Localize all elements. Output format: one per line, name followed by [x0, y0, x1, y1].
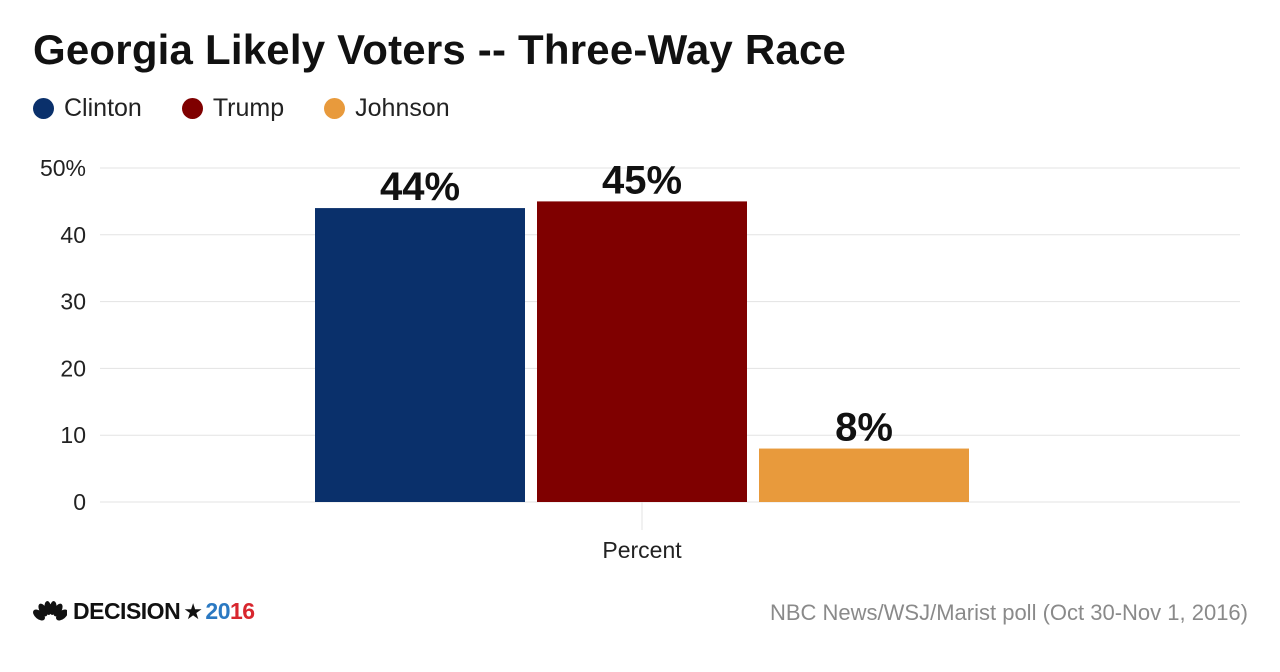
legend-label-clinton: Clinton	[64, 94, 142, 122]
y-tick-label: 20	[60, 355, 86, 381]
legend-label-johnson: Johnson	[355, 94, 450, 122]
data-label-johnson: 8%	[835, 406, 893, 450]
x-tick-label: Percent	[602, 537, 682, 563]
bar-clinton	[315, 208, 525, 502]
y-tick-label: 30	[60, 289, 86, 315]
legend: Clinton Trump Johnson	[33, 94, 490, 123]
logo-year-part-b: 16	[230, 598, 255, 624]
logo-year-part-a: 20	[205, 598, 231, 624]
legend-item-trump: Trump	[181, 94, 285, 123]
legend-label-trump: Trump	[212, 94, 285, 122]
legend-item-clinton: Clinton	[33, 94, 142, 123]
y-tick-label: 40	[60, 222, 86, 248]
decision-2016-logo: DECISION ★ 20 16	[33, 598, 255, 625]
data-label-trump: 45%	[602, 158, 682, 202]
legend-item-johnson: Johnson	[324, 94, 450, 123]
star-icon: ★	[183, 598, 203, 624]
logo-word: DECISION	[73, 598, 181, 624]
source-note: NBC News/WSJ/Marist poll (Oct 30-Nov 1, …	[769, 600, 1248, 625]
bar-chart: 0 10 20 30 40 50% Percent 44% 45% 8%	[40, 155, 1240, 563]
legend-swatch-johnson	[324, 98, 346, 119]
y-tick-label: 10	[60, 422, 86, 448]
y-tick-label: 50%	[40, 155, 86, 181]
chart-title: Georgia Likely Voters -- Three-Way Race	[33, 26, 847, 73]
data-label-clinton: 44%	[380, 165, 460, 209]
bar-johnson	[759, 448, 969, 502]
legend-swatch-clinton	[33, 98, 54, 119]
peacock-icon	[33, 600, 67, 620]
bar-trump	[537, 201, 747, 502]
legend-swatch-trump	[181, 98, 203, 119]
y-tick-label: 0	[73, 489, 86, 515]
